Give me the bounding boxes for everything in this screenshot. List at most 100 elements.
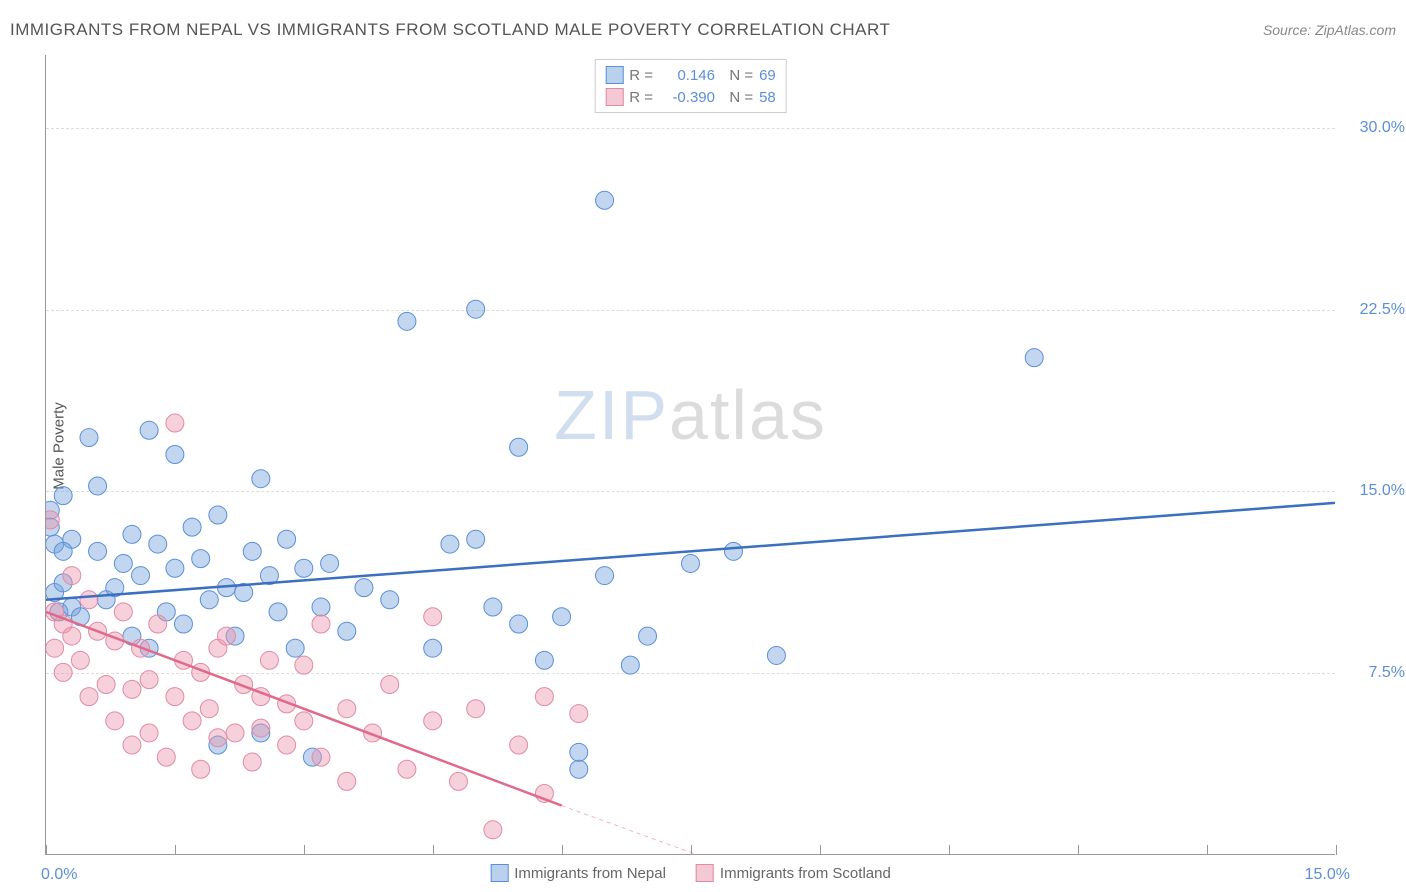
- n-value-scotland: 58: [759, 89, 776, 106]
- n-label: N =: [721, 67, 753, 84]
- data-point: [286, 639, 304, 657]
- data-point: [140, 671, 158, 689]
- data-point: [724, 542, 742, 560]
- data-point: [89, 477, 107, 495]
- data-point: [106, 712, 124, 730]
- x-tick: [1336, 845, 1337, 855]
- data-point: [312, 598, 330, 616]
- r-value-scotland: -0.390: [659, 89, 715, 106]
- data-point: [192, 550, 210, 568]
- data-point: [535, 651, 553, 669]
- data-point: [510, 736, 528, 754]
- data-point: [226, 724, 244, 742]
- data-point: [54, 663, 72, 681]
- data-point: [338, 700, 356, 718]
- data-point: [71, 651, 89, 669]
- swatch-nepal: [605, 66, 623, 84]
- data-point: [424, 639, 442, 657]
- data-point: [295, 559, 313, 577]
- data-point: [467, 300, 485, 318]
- data-point: [97, 676, 115, 694]
- y-tick-label: 22.5%: [1360, 301, 1405, 319]
- data-point: [175, 615, 193, 633]
- trend-line-extrapolated: [562, 806, 863, 854]
- data-point: [209, 729, 227, 747]
- legend-row-nepal: R = 0.146 N = 69: [605, 64, 776, 86]
- data-point: [63, 567, 81, 585]
- data-point: [132, 567, 150, 585]
- swatch-nepal-icon: [490, 864, 508, 882]
- data-point: [295, 656, 313, 674]
- data-point: [338, 772, 356, 790]
- data-point: [484, 598, 502, 616]
- data-point: [183, 712, 201, 730]
- data-point: [621, 656, 639, 674]
- data-point: [46, 511, 59, 529]
- x-min-label: 0.0%: [41, 866, 77, 884]
- data-point: [398, 312, 416, 330]
- data-point: [123, 680, 141, 698]
- data-point: [484, 821, 502, 839]
- data-point: [278, 530, 296, 548]
- legend-item-scotland: Immigrants from Scotland: [696, 864, 891, 882]
- data-point: [278, 736, 296, 754]
- x-max-label: 15.0%: [1305, 866, 1350, 884]
- data-point: [80, 688, 98, 706]
- data-point: [449, 772, 467, 790]
- data-point: [140, 421, 158, 439]
- data-point: [682, 554, 700, 572]
- data-point: [338, 622, 356, 640]
- series-name-nepal: Immigrants from Nepal: [514, 865, 666, 882]
- data-point: [570, 760, 588, 778]
- data-point: [321, 554, 339, 572]
- data-point: [381, 591, 399, 609]
- data-point: [54, 487, 72, 505]
- data-point: [46, 639, 64, 657]
- data-point: [260, 651, 278, 669]
- data-point: [166, 446, 184, 464]
- r-value-nepal: 0.146: [659, 67, 715, 84]
- n-label: N =: [721, 89, 753, 106]
- data-point: [243, 542, 261, 560]
- data-point: [467, 530, 485, 548]
- swatch-scotland: [605, 88, 623, 106]
- data-point: [80, 429, 98, 447]
- data-point: [192, 760, 210, 778]
- data-point: [200, 700, 218, 718]
- r-label: R =: [629, 67, 653, 84]
- data-point: [166, 688, 184, 706]
- source-label: Source: ZipAtlas.com: [1263, 22, 1396, 38]
- data-point: [570, 743, 588, 761]
- data-point: [767, 646, 785, 664]
- correlation-legend: R = 0.146 N = 69 R = -0.390 N = 58: [594, 59, 787, 113]
- data-point: [355, 579, 373, 597]
- scatter-svg: [46, 55, 1335, 854]
- y-tick-label: 7.5%: [1369, 664, 1405, 682]
- data-point: [510, 615, 528, 633]
- data-point: [510, 438, 528, 456]
- data-point: [424, 712, 442, 730]
- data-point: [596, 567, 614, 585]
- n-value-nepal: 69: [759, 67, 776, 84]
- r-label: R =: [629, 89, 653, 106]
- data-point: [54, 542, 72, 560]
- legend-item-nepal: Immigrants from Nepal: [490, 864, 666, 882]
- data-point: [89, 542, 107, 560]
- data-point: [200, 591, 218, 609]
- swatch-scotland-icon: [696, 864, 714, 882]
- data-point: [149, 615, 167, 633]
- data-point: [149, 535, 167, 553]
- data-point: [123, 736, 141, 754]
- data-point: [269, 603, 287, 621]
- data-point: [243, 753, 261, 771]
- data-point: [63, 627, 81, 645]
- plot-container: ZIPatlas R = 0.146 N = 69 R = -0.390 N =…: [45, 55, 1335, 855]
- data-point: [166, 559, 184, 577]
- chart-title: IMMIGRANTS FROM NEPAL VS IMMIGRANTS FROM…: [10, 20, 890, 40]
- data-point: [639, 627, 657, 645]
- y-tick-label: 15.0%: [1360, 482, 1405, 500]
- data-point: [114, 554, 132, 572]
- data-point: [424, 608, 442, 626]
- trend-line: [46, 503, 1335, 600]
- data-point: [217, 627, 235, 645]
